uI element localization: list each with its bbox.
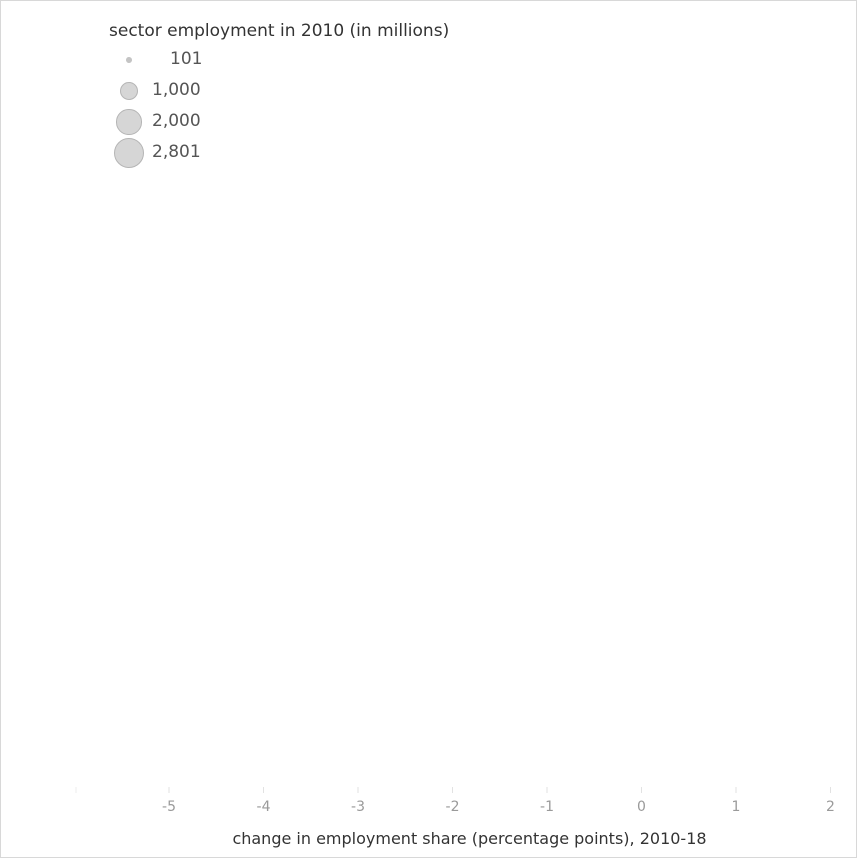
x-axis-tick-label: 0 [637, 799, 646, 815]
legend-size-circle [114, 138, 144, 168]
x-axis-tick-label: -3 [351, 799, 365, 815]
legend-size-circle [116, 109, 142, 135]
legend-item: 1,000 [0, 76, 300, 106]
x-axis-title: change in employment share (percentage p… [232, 829, 707, 848]
x-axis-tick-label: -4 [257, 799, 271, 815]
legend-size-circle [120, 82, 138, 100]
legend-item-label: 101 [170, 49, 203, 69]
x-axis-tick-label: -1 [540, 799, 554, 815]
x-axis-tick-label: 2 [826, 799, 835, 815]
legend-item-label: 2,801 [152, 142, 201, 162]
x-axis-ticks: -5 -4 -3 -2 -1 0 1 2 [75, 787, 835, 815]
legend-item-label: 1,000 [152, 80, 201, 100]
legend-item: 2,000 [0, 107, 300, 137]
x-axis-tick-label: -5 [162, 799, 176, 815]
legend-item: 2,801 [0, 138, 300, 168]
x-axis-tick-label: -2 [446, 799, 460, 815]
legend-title: sector employment in 2010 (in millions) [109, 21, 450, 41]
legend-item: 101 [0, 45, 300, 75]
legend-item-label: 2,000 [152, 111, 201, 131]
legend-size-circle [126, 57, 132, 63]
x-axis-tick-label: 1 [732, 799, 741, 815]
